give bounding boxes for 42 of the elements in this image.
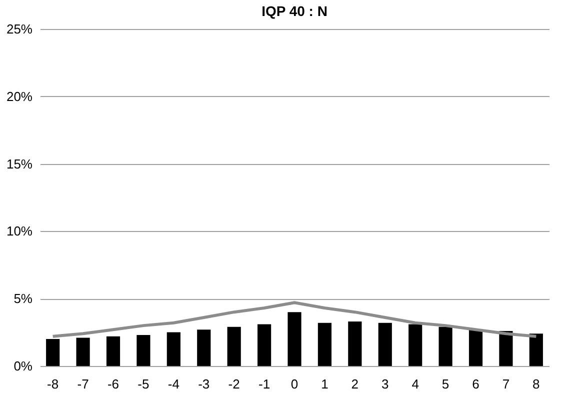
x-tick-label: 2 <box>351 376 359 392</box>
y-tick-label: 25% <box>6 22 33 36</box>
bar <box>378 322 392 366</box>
y-tick-label: 5% <box>14 291 33 306</box>
x-tick-label: -8 <box>47 376 59 392</box>
x-tick-label: -3 <box>198 376 210 392</box>
x-tick-label: -6 <box>107 376 120 392</box>
bar <box>408 324 422 366</box>
bar <box>166 332 180 366</box>
line-series <box>51 301 538 338</box>
bar <box>76 338 90 366</box>
x-tick-label: -1 <box>258 376 270 392</box>
x-tick-label: 6 <box>472 376 480 392</box>
y-tick-label: 20% <box>6 88 33 104</box>
bar <box>499 330 513 366</box>
bar <box>288 312 302 366</box>
x-tick-label: -7 <box>77 376 89 392</box>
x-tick-label: 4 <box>412 376 419 392</box>
bar <box>529 334 543 366</box>
bar <box>348 322 362 366</box>
bar <box>257 324 272 366</box>
x-tick-label: -5 <box>138 376 150 392</box>
x-tick-label: 8 <box>532 376 540 392</box>
x-tick-label: 0 <box>290 376 298 392</box>
x-tick-label: 3 <box>382 376 389 392</box>
x-tick-label: 7 <box>502 376 510 392</box>
bar <box>197 330 211 366</box>
bar <box>438 326 452 366</box>
chart-title: IQP 40 : N <box>262 3 328 19</box>
y-tick-label: 0% <box>14 358 33 374</box>
x-tick-label: 5 <box>442 376 450 392</box>
y-tick-label: 15% <box>6 156 33 172</box>
y-tick-label: 10% <box>6 224 33 239</box>
bar <box>318 322 332 366</box>
x-tick-label: -2 <box>228 376 240 392</box>
bar <box>468 330 483 366</box>
bar <box>106 336 120 366</box>
x-tick-label: -4 <box>168 376 180 392</box>
bar <box>227 326 241 366</box>
x-tick-label: 1 <box>321 376 328 392</box>
bar <box>136 334 150 366</box>
bar <box>46 339 60 366</box>
